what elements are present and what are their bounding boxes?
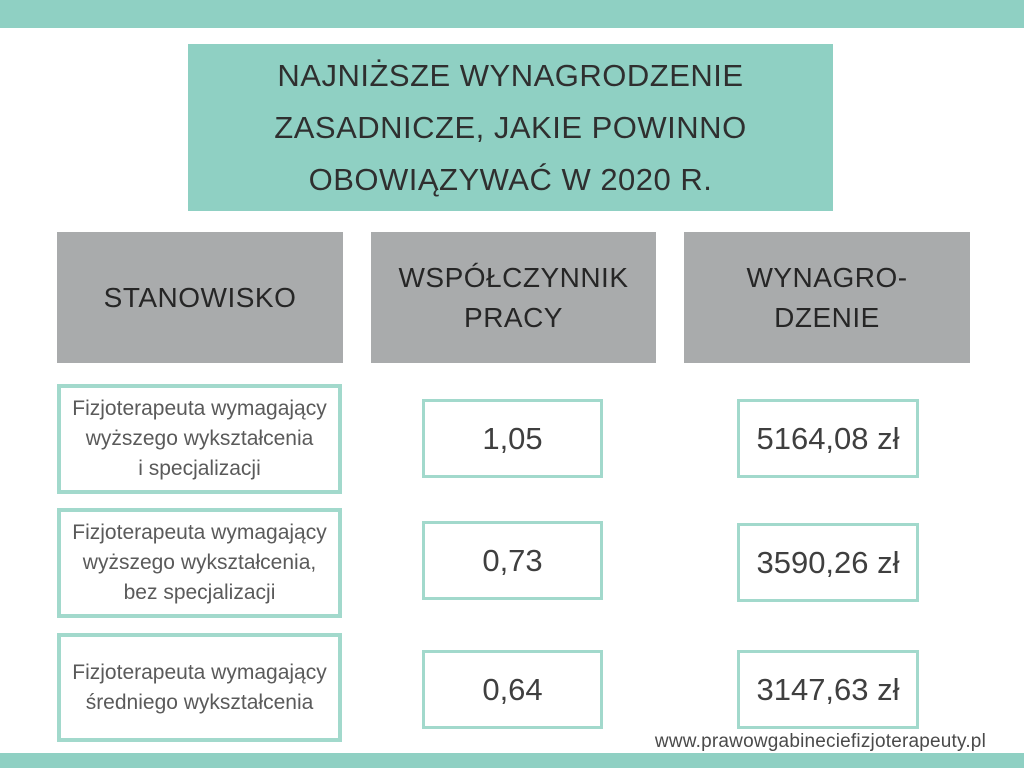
- position-text-line: i specjalizacji: [138, 457, 261, 480]
- row-2-coefficient-box: 0,73: [422, 521, 603, 600]
- column-header-label: STANOWISKO: [103, 281, 297, 313]
- row-1-coefficient-box: 1,05: [422, 399, 603, 478]
- website-url-text: www.prawowgabineciefizjoterapeuty.pl: [654, 731, 986, 752]
- row-3-position-box: Fizjoterapeuta wymagający średniego wyks…: [57, 633, 342, 742]
- column-header-label: DZENIE: [774, 301, 880, 333]
- position-text-line: średniego wykształcenia: [85, 690, 314, 714]
- row-1-salary-box: 5164,08 zł: [737, 399, 919, 478]
- position-text-line: wyższego wykształcenia: [85, 427, 314, 450]
- coefficient-value: 1,05: [482, 420, 543, 456]
- coefficient-value: 0,73: [482, 542, 543, 578]
- position-text-line: Fizjoterapeuta wymagający: [72, 521, 327, 544]
- column-header-label: PRACY: [464, 301, 563, 333]
- salary-value: 5164,08 zł: [756, 420, 900, 456]
- salary-value: 3590,26 zł: [756, 544, 900, 580]
- row-3-coefficient-box: 0,64: [422, 650, 603, 729]
- column-header-label: WYNAGRO-: [746, 261, 908, 293]
- position-text-line: wyższego wykształcenia,: [82, 551, 317, 574]
- coefficient-value: 0,64: [482, 671, 543, 707]
- row-1-position-box: Fizjoterapeuta wymagający wyższego wyksz…: [57, 384, 342, 494]
- position-text-line: Fizjoterapeuta wymagający: [72, 397, 327, 420]
- row-2-salary-box: 3590,26 zł: [737, 523, 919, 602]
- title-line: NAJNIŻSZE WYNAGRODZENIE: [277, 57, 744, 93]
- row-2-position-box: Fizjoterapeuta wymagający wyższego wyksz…: [57, 508, 342, 618]
- bottom-accent-bar: [0, 753, 1024, 768]
- row-3-salary-box: 3147,63 zł: [737, 650, 919, 729]
- column-header-stanowisko: STANOWISKO: [57, 232, 343, 363]
- column-header-label: WSPÓŁCZYNNIK: [398, 261, 629, 293]
- position-text-line: bez specjalizacji: [123, 581, 276, 604]
- title-line: OBOWIĄZYWAĆ W 2020 R.: [308, 161, 713, 197]
- column-header-wspolczynnik-pracy: WSPÓŁCZYNNIK PRACY: [371, 232, 656, 363]
- position-text-line: Fizjoterapeuta wymagający: [72, 660, 327, 684]
- top-accent-bar: [0, 0, 1024, 28]
- title-box: NAJNIŻSZE WYNAGRODZENIE ZASADNICZE, JAKI…: [188, 44, 833, 211]
- title-line: ZASADNICZE, JAKIE POWINNO: [274, 109, 747, 145]
- salary-value: 3147,63 zł: [756, 671, 900, 707]
- column-header-wynagrodzenie: WYNAGRO- DZENIE: [684, 232, 970, 363]
